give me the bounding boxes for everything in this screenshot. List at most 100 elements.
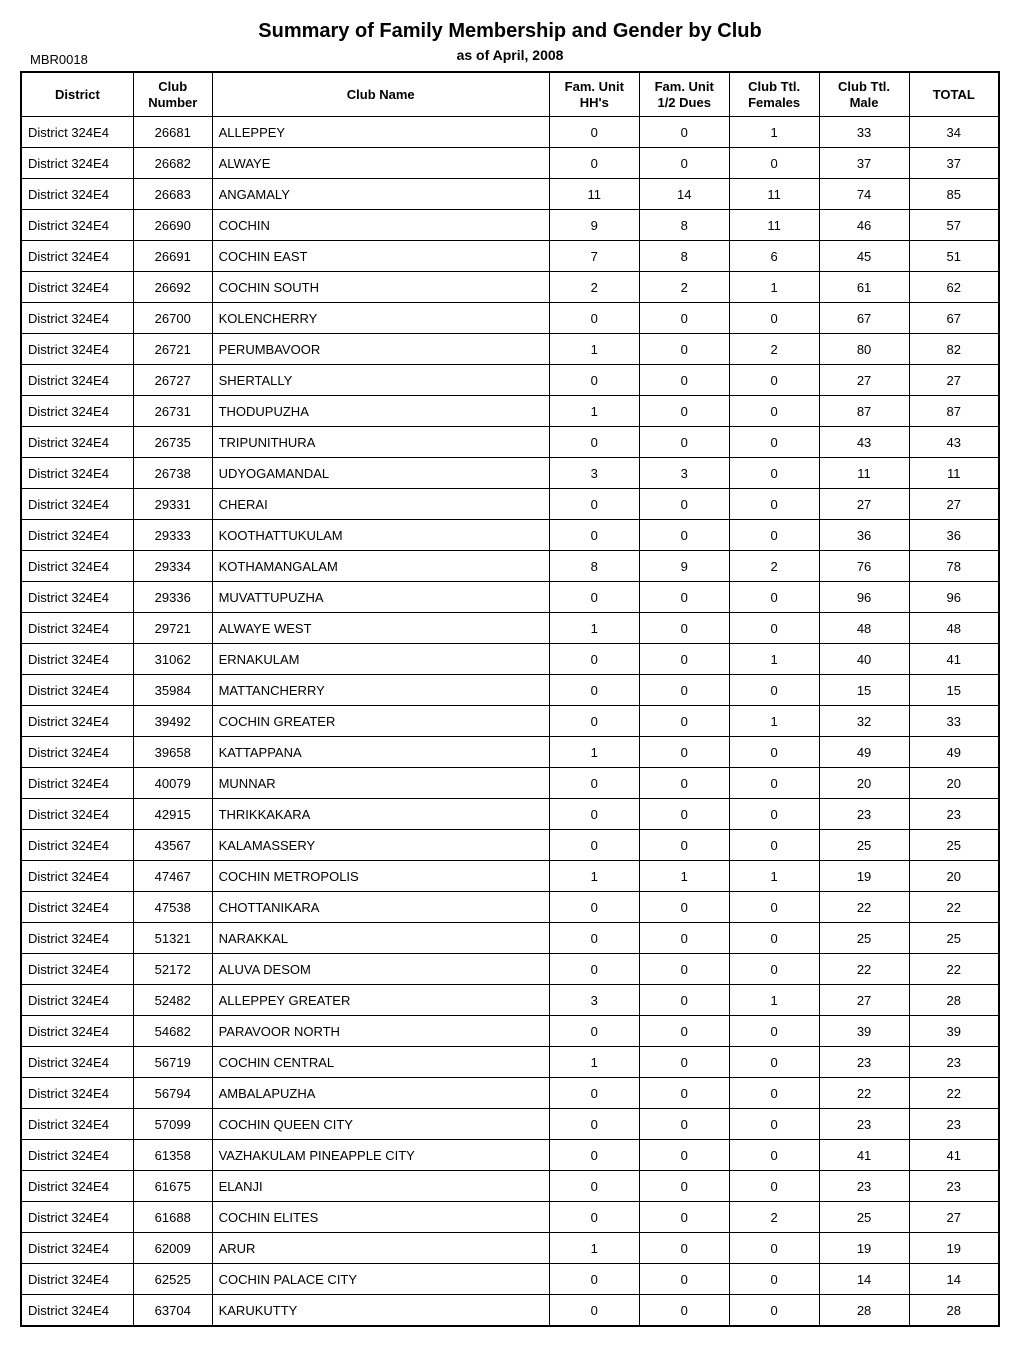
- cell-fam-unit-hhs: 1: [549, 1047, 639, 1078]
- cell-district: District 324E4: [21, 1295, 133, 1327]
- cell-club-name: COCHIN ELITES: [212, 1202, 549, 1233]
- cell-fam-unit-half-dues: 8: [639, 241, 729, 272]
- cell-club-ttl-male: 87: [819, 396, 909, 427]
- table-row: District 324E461358VAZHAKULAM PINEAPPLE …: [21, 1140, 999, 1171]
- cell-club-ttl-females: 0: [729, 1140, 819, 1171]
- cell-club-ttl-male: 61: [819, 272, 909, 303]
- cell-club-number: 54682: [133, 1016, 212, 1047]
- cell-club-ttl-male: 11: [819, 458, 909, 489]
- cell-club-number: 51321: [133, 923, 212, 954]
- table-row: District 324E463704KARUKUTTY0002828: [21, 1295, 999, 1327]
- cell-club-number: 31062: [133, 644, 212, 675]
- table-row: District 324E456719COCHIN CENTRAL1002323: [21, 1047, 999, 1078]
- cell-total: 11: [909, 458, 999, 489]
- table-row: District 324E462009ARUR1001919: [21, 1233, 999, 1264]
- cell-total: 96: [909, 582, 999, 613]
- cell-total: 25: [909, 923, 999, 954]
- cell-club-ttl-male: 40: [819, 644, 909, 675]
- table-row: District 324E447538CHOTTANIKARA0002222: [21, 892, 999, 923]
- cell-club-ttl-females: 0: [729, 1295, 819, 1327]
- cell-club-ttl-male: 37: [819, 148, 909, 179]
- table-body: District 324E426681ALLEPPEY0013334 Distri…: [21, 117, 999, 1327]
- cell-fam-unit-half-dues: 3: [639, 458, 729, 489]
- table-row: District 324E426692COCHIN SOUTH2216162: [21, 272, 999, 303]
- table-row: District 324E447467COCHIN METROPOLIS1111…: [21, 861, 999, 892]
- cell-total: 25: [909, 830, 999, 861]
- table-row: District 324E426690COCHIN98114657: [21, 210, 999, 241]
- cell-district: District 324E4: [21, 241, 133, 272]
- cell-fam-unit-half-dues: 0: [639, 520, 729, 551]
- cell-total: 28: [909, 985, 999, 1016]
- cell-club-name: ELANJI: [212, 1171, 549, 1202]
- cell-fam-unit-hhs: 0: [549, 365, 639, 396]
- cell-fam-unit-hhs: 0: [549, 1109, 639, 1140]
- cell-club-ttl-male: 23: [819, 1171, 909, 1202]
- cell-fam-unit-half-dues: 0: [639, 830, 729, 861]
- cell-club-number: 42915: [133, 799, 212, 830]
- cell-total: 43: [909, 427, 999, 458]
- col-header-total: TOTAL: [909, 72, 999, 117]
- cell-fam-unit-hhs: 0: [549, 1078, 639, 1109]
- cell-club-ttl-females: 0: [729, 1109, 819, 1140]
- cell-club-number: 40079: [133, 768, 212, 799]
- cell-district: District 324E4: [21, 892, 133, 923]
- table-row: District 324E426681ALLEPPEY0013334: [21, 117, 999, 148]
- table-row: District 324E435984MATTANCHERRY0001515: [21, 675, 999, 706]
- cell-district: District 324E4: [21, 1078, 133, 1109]
- table-row: District 324E439658KATTAPPANA1004949: [21, 737, 999, 768]
- col-header-fam-unit-half-dues: Fam. Unit1/2 Dues: [639, 72, 729, 117]
- cell-club-name: ANGAMALY: [212, 179, 549, 210]
- cell-district: District 324E4: [21, 1109, 133, 1140]
- table-row: District 324E426721PERUMBAVOOR1028082: [21, 334, 999, 365]
- cell-fam-unit-half-dues: 0: [639, 1233, 729, 1264]
- cell-district: District 324E4: [21, 303, 133, 334]
- cell-fam-unit-half-dues: 0: [639, 923, 729, 954]
- cell-fam-unit-half-dues: 0: [639, 1140, 729, 1171]
- cell-club-ttl-females: 0: [729, 520, 819, 551]
- table-row: District 324E457099COCHIN QUEEN CITY0002…: [21, 1109, 999, 1140]
- cell-club-ttl-male: 19: [819, 861, 909, 892]
- cell-club-number: 29333: [133, 520, 212, 551]
- cell-club-ttl-females: 2: [729, 551, 819, 582]
- cell-fam-unit-half-dues: 0: [639, 396, 729, 427]
- cell-fam-unit-hhs: 0: [549, 148, 639, 179]
- cell-club-ttl-females: 0: [729, 613, 819, 644]
- cell-total: 27: [909, 489, 999, 520]
- cell-club-name: ALLEPPEY GREATER: [212, 985, 549, 1016]
- cell-club-name: KATTAPPANA: [212, 737, 549, 768]
- cell-club-number: 56794: [133, 1078, 212, 1109]
- cell-club-ttl-male: 22: [819, 1078, 909, 1109]
- cell-total: 87: [909, 396, 999, 427]
- cell-club-ttl-male: 49: [819, 737, 909, 768]
- cell-club-number: 26731: [133, 396, 212, 427]
- cell-club-number: 61675: [133, 1171, 212, 1202]
- cell-club-ttl-females: 2: [729, 1202, 819, 1233]
- table-row: District 324E426738UDYOGAMANDAL3301111: [21, 458, 999, 489]
- cell-club-ttl-male: 27: [819, 985, 909, 1016]
- cell-club-number: 26690: [133, 210, 212, 241]
- cell-fam-unit-half-dues: 0: [639, 427, 729, 458]
- cell-fam-unit-half-dues: 0: [639, 303, 729, 334]
- cell-fam-unit-half-dues: 0: [639, 768, 729, 799]
- cell-club-ttl-male: 96: [819, 582, 909, 613]
- cell-total: 15: [909, 675, 999, 706]
- cell-total: 27: [909, 365, 999, 396]
- cell-club-ttl-females: 0: [729, 582, 819, 613]
- cell-club-ttl-male: 19: [819, 1233, 909, 1264]
- table-row: District 324E426700KOLENCHERRY0006767: [21, 303, 999, 334]
- cell-fam-unit-half-dues: 0: [639, 148, 729, 179]
- cell-club-ttl-male: 25: [819, 923, 909, 954]
- cell-fam-unit-half-dues: 8: [639, 210, 729, 241]
- cell-club-ttl-male: 33: [819, 117, 909, 148]
- cell-district: District 324E4: [21, 520, 133, 551]
- table-row: District 324E429331CHERAI0002727: [21, 489, 999, 520]
- cell-district: District 324E4: [21, 768, 133, 799]
- cell-club-name: KOOTHATTUKULAM: [212, 520, 549, 551]
- cell-club-ttl-females: 0: [729, 675, 819, 706]
- cell-fam-unit-hhs: 0: [549, 644, 639, 675]
- cell-club-number: 61358: [133, 1140, 212, 1171]
- cell-fam-unit-half-dues: 0: [639, 737, 729, 768]
- cell-club-ttl-male: 20: [819, 768, 909, 799]
- cell-club-ttl-male: 27: [819, 365, 909, 396]
- cell-club-number: 57099: [133, 1109, 212, 1140]
